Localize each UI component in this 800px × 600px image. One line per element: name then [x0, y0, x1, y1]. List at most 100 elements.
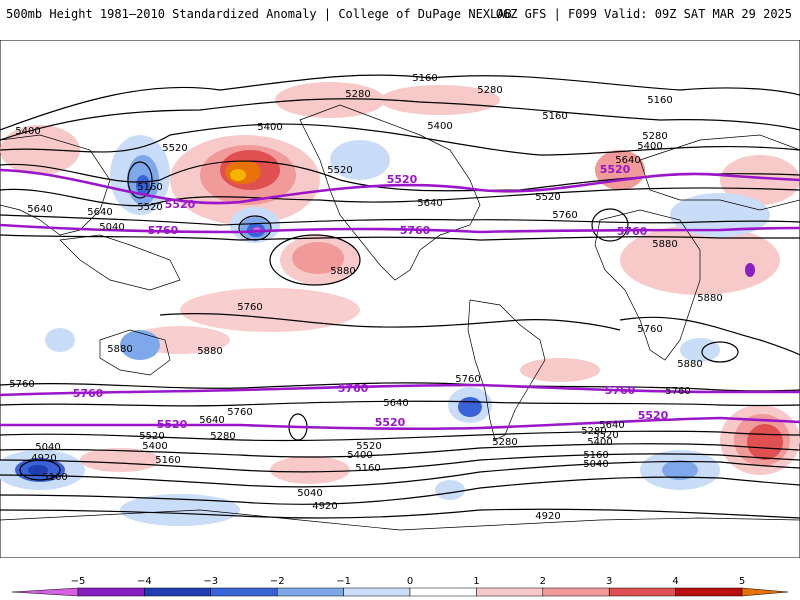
contour-label: 5520 [162, 143, 187, 154]
colorbar-segment [210, 587, 278, 597]
contour-label: 5760 [552, 210, 577, 221]
contour-label: 5760 [637, 324, 662, 335]
contour-label: 5640 [199, 415, 224, 426]
colorbar-segment [77, 587, 145, 597]
contour-label: 5400 [427, 121, 452, 132]
contour-label: 5760 [237, 302, 262, 313]
contour-label: 5040 [297, 488, 322, 499]
contour-label: 5520 [535, 192, 560, 203]
height-labels: 5160 5280 5400 5160 5280 5400 5400 5520 … [9, 73, 722, 522]
contour-label: 5040 [583, 459, 608, 470]
contour-label: 5400 [587, 437, 612, 448]
reference-label: 5760 [148, 224, 179, 237]
contour-label: 5520 [356, 441, 381, 452]
colorbar-tick-label: 2 [540, 576, 546, 587]
contour-label: 5280 [492, 437, 517, 448]
colorbar-tick-label: 1 [473, 576, 479, 587]
contour-label: 5640 [27, 204, 52, 215]
reference-label: 5760 [605, 384, 636, 397]
contour-label: 5400 [142, 441, 167, 452]
contour-label: 5280 [345, 89, 370, 100]
contour-label: 5880 [330, 266, 355, 277]
colorbar-tick-label: −4 [137, 576, 152, 587]
contour-label: 5880 [697, 293, 722, 304]
contour-label: 5880 [107, 344, 132, 355]
colorbar-tick-label: −1 [336, 576, 351, 587]
contour-label: 5760 [665, 386, 690, 397]
reference-contours [0, 168, 800, 431]
contour-label: 5760 [227, 407, 252, 418]
colorbar-ticks: −5 −4 −3 −2 −1 0 1 2 3 4 5 [71, 576, 746, 587]
reference-label: 5760 [400, 224, 431, 237]
contour-label: 5160 [647, 95, 672, 106]
contour-label: 5640 [599, 420, 624, 431]
colorbar-tick-label: −3 [203, 576, 218, 587]
contour-label: 5160 [155, 455, 180, 466]
contour-label: 5520 [137, 202, 162, 213]
reference-label: 5760 [338, 382, 369, 395]
colorbar: −5 −4 −3 −2 −1 0 1 2 3 4 5 [11, 576, 789, 597]
colorbar-tick-label: 5 [739, 576, 745, 587]
contour-label: 5160 [42, 472, 67, 483]
contour-label: 5400 [257, 122, 282, 133]
colorbar-segment [276, 587, 344, 597]
colorbar-tick-label: 0 [407, 576, 413, 587]
reference-labels: 5520 5520 5520 5760 5760 5760 5760 5760 … [73, 163, 669, 431]
colorbar-tick-label: 4 [672, 576, 678, 587]
contour-label: 5520 [139, 431, 164, 442]
contour-label: 5160 [412, 73, 437, 84]
colorbar-segment [11, 587, 79, 597]
height-contours [0, 74, 800, 519]
contour-label: 5880 [677, 359, 702, 370]
model-run-info: 06Z GFS | F099 Valid: 09Z SAT MAR 29 202… [495, 7, 792, 21]
contour-label: 5280 [477, 85, 502, 96]
contour-label: 5280 [642, 131, 667, 142]
contour-label: 5640 [383, 398, 408, 409]
colorbar-segment [409, 587, 477, 597]
contour-label: 5760 [9, 379, 34, 390]
contour-label: 5880 [652, 239, 677, 250]
contour-label: 5280 [210, 431, 235, 442]
reference-label: 5520 [600, 163, 631, 176]
reference-label: 5520 [165, 198, 196, 211]
contour-label: 5760 [455, 374, 480, 385]
colorbar-segments [11, 587, 789, 597]
colorbar-tick-label: −2 [270, 576, 285, 587]
colorbar-tick-label: −5 [71, 576, 86, 587]
reference-label: 5520 [638, 409, 669, 422]
contour-label: 5400 [15, 126, 40, 137]
header: 500mb Height 1981–2010 Standardized Anom… [0, 0, 800, 40]
map-title: 500mb Height 1981–2010 Standardized Anom… [6, 7, 512, 21]
reference-label: 5760 [73, 387, 104, 400]
contour-label: 5640 [417, 198, 442, 209]
contour-label: 5640 [87, 207, 112, 218]
contour-label: 5400 [637, 141, 662, 152]
reference-label: 5520 [157, 418, 188, 431]
positive-anomalies [0, 82, 800, 484]
contour-label: 5280 [581, 426, 606, 437]
colorbar-segment [343, 587, 411, 597]
colorbar-segment [476, 587, 544, 597]
contour-label: 5160 [355, 463, 380, 474]
reference-label: 5520 [375, 416, 406, 429]
contour-label: 5520 [327, 165, 352, 176]
colorbar-tick-label: 3 [606, 576, 612, 587]
colorbar-segment [608, 587, 676, 597]
contour-label: 5400 [347, 450, 372, 461]
contour-label: 5640 [615, 155, 640, 166]
colorbar-segment [542, 587, 610, 597]
contour-label: 4920 [31, 453, 56, 464]
contour-label: 4920 [312, 501, 337, 512]
coastlines [0, 104, 800, 531]
anomaly-map: 5160 5280 5400 5160 5280 5400 5400 5520 … [0, 40, 800, 558]
contour-label: 5160 [583, 450, 608, 461]
contour-label: 5160 [137, 182, 162, 193]
contour-label: 5520 [593, 430, 618, 441]
colorbar-segment [675, 587, 743, 597]
contour-label: 5040 [35, 442, 60, 453]
reference-label: 5520 [387, 173, 418, 186]
contour-label: 5880 [197, 346, 222, 357]
colorbar-segment [144, 587, 212, 597]
contour-label: 5160 [542, 111, 567, 122]
reference-label: 5760 [617, 225, 648, 238]
